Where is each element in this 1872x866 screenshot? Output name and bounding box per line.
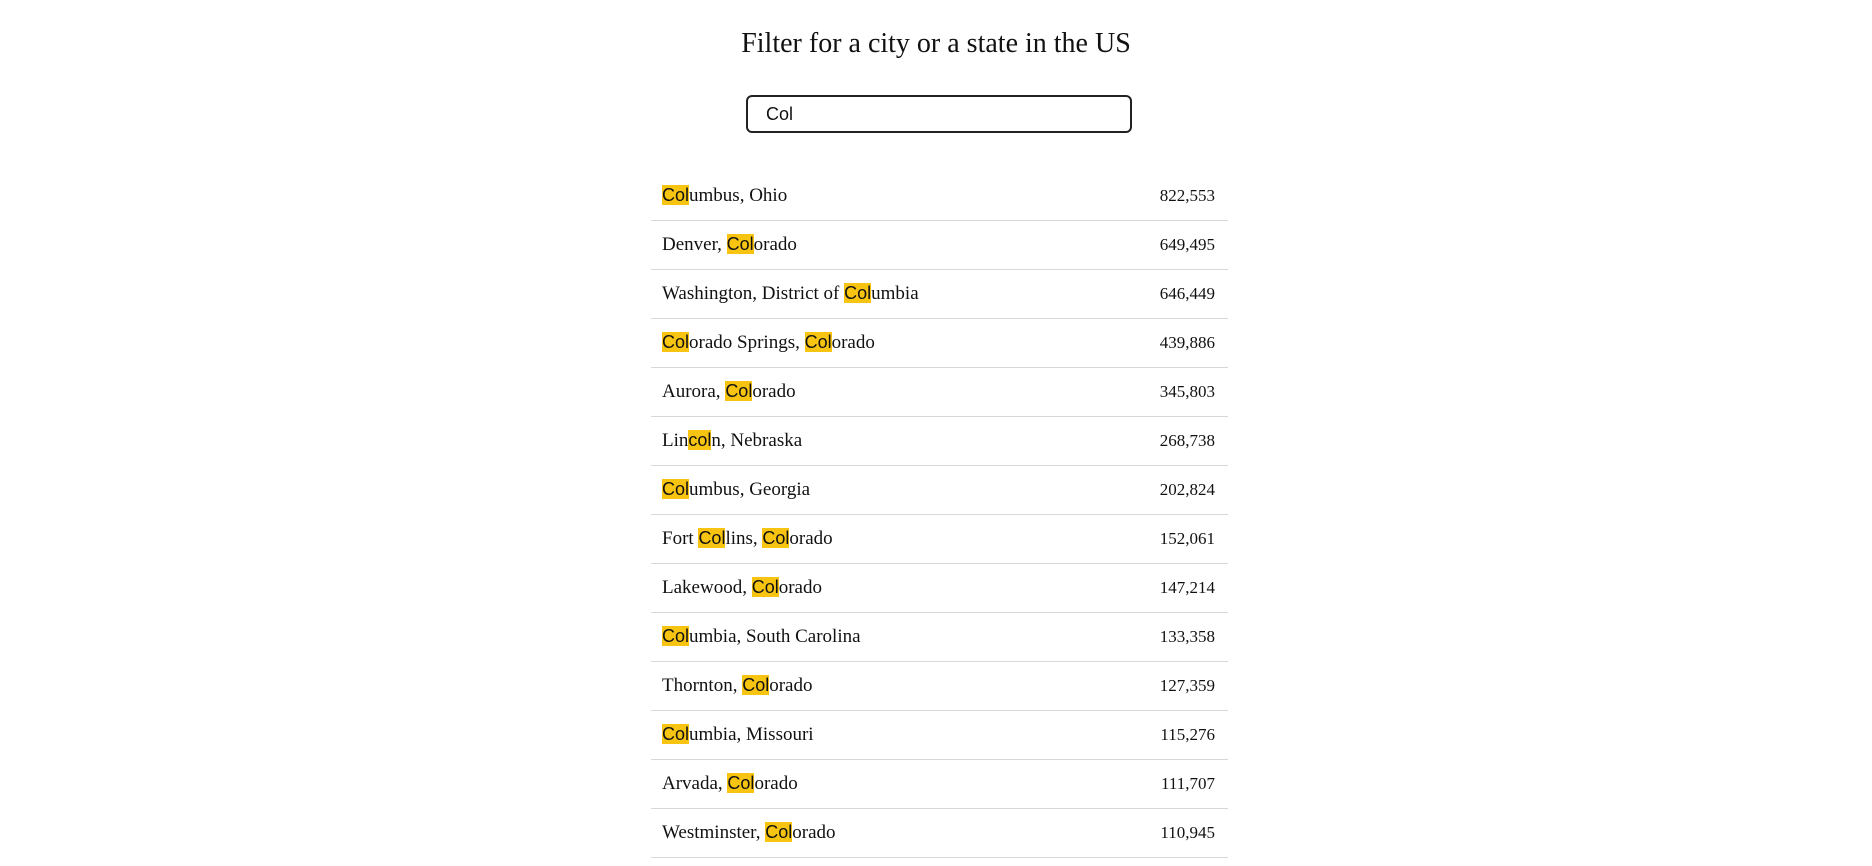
list-item[interactable]: Lakewood, Colorado 147,214: [651, 564, 1228, 613]
population-value: 147,214: [1159, 578, 1215, 597]
city-name: Aurora, Colorado: [662, 381, 796, 402]
city-name: Westminster, Colorado: [662, 822, 836, 843]
population-value: 111,707: [1161, 774, 1215, 793]
population-value: 110,945: [1160, 823, 1215, 842]
match-highlight: Col: [844, 283, 872, 303]
match-highlight: Col: [751, 577, 779, 597]
match-highlight: Col: [662, 724, 690, 744]
search-form: [746, 95, 1132, 133]
city-name: Columbia, South Carolina: [662, 626, 861, 647]
list-item[interactable]: Thornton, Colorado 127,359: [651, 662, 1228, 711]
list-item[interactable]: Columbus, Ohio 822,553: [651, 172, 1228, 221]
population-value: 268,738: [1159, 431, 1215, 450]
list-item[interactable]: Colorado Springs, Colorado 439,886: [651, 319, 1228, 368]
list-item[interactable]: Aurora, Colorado 345,803: [651, 368, 1228, 417]
city-name: Denver, Colorado: [662, 234, 797, 255]
list-item[interactable]: Columbia, South Carolina 133,358: [651, 613, 1228, 662]
search-input[interactable]: [746, 95, 1132, 133]
match-highlight: Col: [742, 675, 770, 695]
match-highlight: Col: [662, 185, 690, 205]
match-highlight: col: [688, 430, 712, 450]
match-highlight: Col: [727, 773, 755, 793]
population-value: 345,803: [1159, 382, 1215, 401]
list-item[interactable]: Denver, Colorado 649,495: [651, 221, 1228, 270]
city-name: Columbia, Missouri: [662, 724, 814, 745]
list-item[interactable]: Washington, District of Columbia 646,449: [651, 270, 1228, 319]
match-highlight: Col: [698, 528, 726, 548]
list-item[interactable]: Westminster, Colorado 110,945: [651, 809, 1228, 858]
city-name: Lakewood, Colorado: [662, 577, 822, 598]
population-value: 152,061: [1159, 529, 1215, 548]
match-highlight: Col: [662, 479, 690, 499]
match-highlight: Col: [725, 381, 753, 401]
city-name: Columbus, Ohio: [662, 185, 788, 206]
match-highlight: Col: [804, 332, 832, 352]
population-value: 822,553: [1159, 186, 1215, 205]
city-name: Thornton, Colorado: [662, 675, 813, 696]
match-highlight: Col: [765, 822, 793, 842]
city-name: Arvada, Colorado: [662, 773, 798, 794]
page-title: Filter for a city or a state in the US: [741, 28, 1131, 59]
match-highlight: Col: [726, 234, 754, 254]
population-value: 127,359: [1159, 676, 1215, 695]
city-name: Lincoln, Nebraska: [662, 430, 803, 451]
list-item[interactable]: Columbus, Georgia 202,824: [651, 466, 1228, 515]
population-value: 439,886: [1159, 333, 1215, 352]
population-value: 115,276: [1160, 725, 1215, 744]
list-item[interactable]: Columbia, Missouri 115,276: [651, 711, 1228, 760]
list-item[interactable]: Arvada, Colorado 111,707: [651, 760, 1228, 809]
city-name: Colorado Springs, Colorado: [662, 332, 875, 353]
population-value: 133,358: [1159, 627, 1215, 646]
city-name: Columbus, Georgia: [662, 479, 811, 500]
match-highlight: Col: [662, 626, 690, 646]
results-list: Columbus, Ohio 822,553 Denver, Colorado 649…: [651, 172, 1228, 858]
city-name: Fort Collins, Colorado: [662, 528, 833, 549]
population-value: 649,495: [1159, 235, 1215, 254]
match-highlight: Col: [662, 332, 690, 352]
list-item[interactable]: Fort Collins, Colorado 152,061: [651, 515, 1228, 564]
city-name: Washington, District of Columbia: [662, 283, 919, 304]
population-value: 646,449: [1159, 284, 1215, 303]
list-item[interactable]: Lincoln, Nebraska 268,738: [651, 417, 1228, 466]
match-highlight: Col: [762, 528, 790, 548]
population-value: 202,824: [1159, 480, 1215, 499]
